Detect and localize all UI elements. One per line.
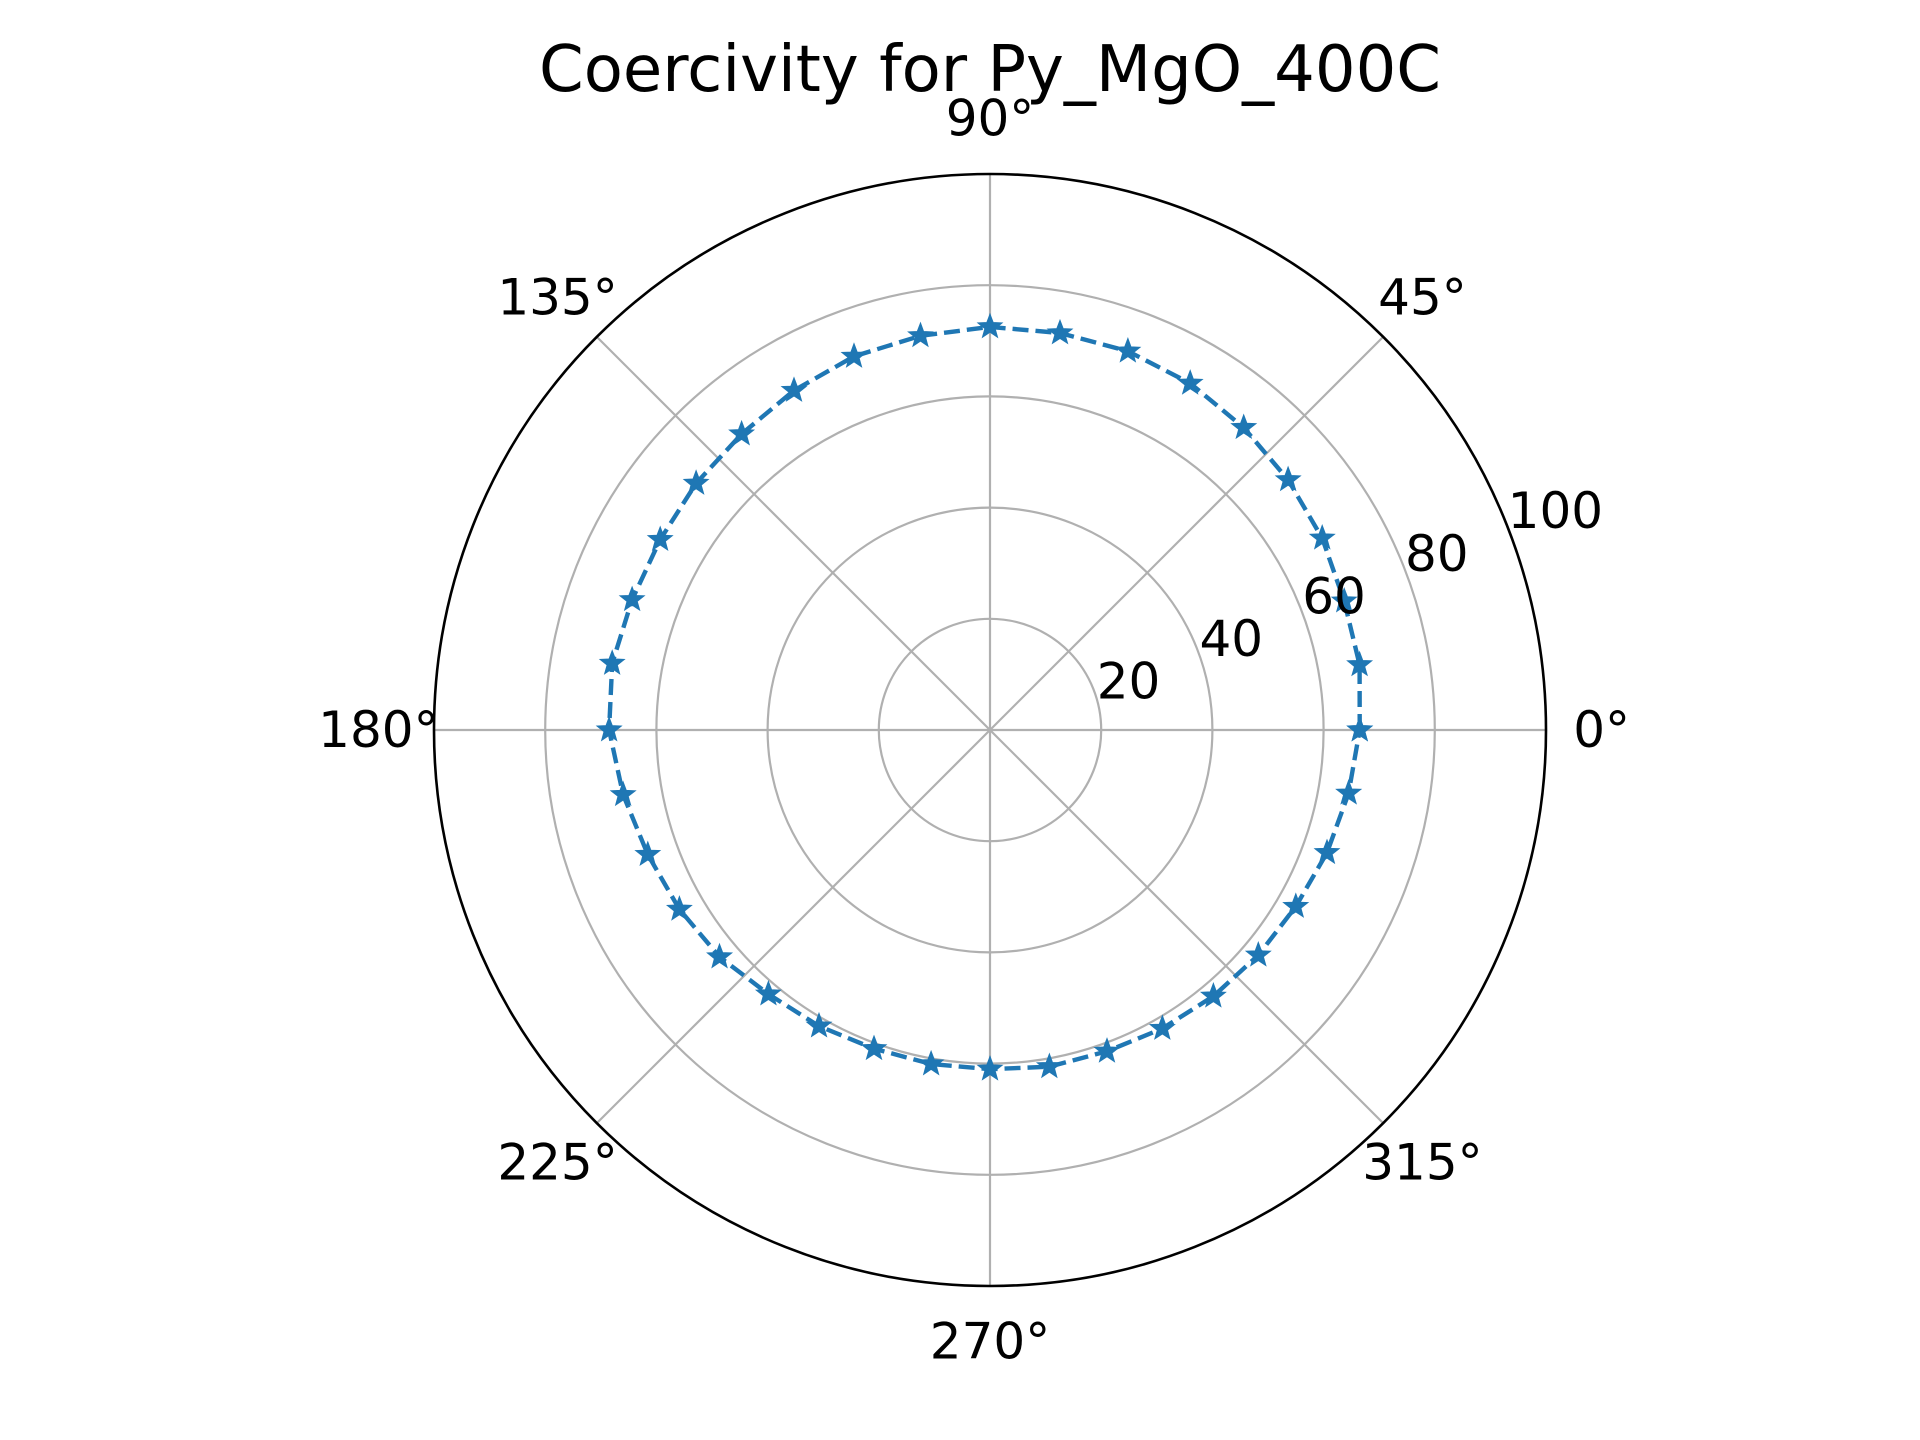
theta-tick-label: 270° [930, 1313, 1050, 1371]
angular-grid-line [596, 729, 991, 1124]
theta-tick-label: 135° [497, 269, 617, 327]
data-point [682, 469, 710, 495]
data-point [728, 419, 756, 446]
data-point [665, 895, 693, 921]
tick-labels: 0° 45° 90° 135° 180° 225° 270° 315° 20 40 60 80 100 [318, 89, 1630, 1370]
chart-title: Coercivity for Py_MgO_400C [539, 33, 1441, 107]
data-point [907, 321, 934, 348]
data-point [1330, 586, 1358, 613]
angular-grid-line [989, 729, 1384, 1124]
theta-tick-label: 315° [1362, 1133, 1482, 1191]
angular-grid-line [596, 336, 991, 731]
grid [432, 172, 1548, 1288]
r-tick-label: 100 [1508, 482, 1603, 540]
theta-tick-label: 0° [1573, 701, 1630, 759]
data-point [780, 376, 808, 402]
theta-tick-label: 45° [1378, 269, 1467, 327]
data-point [1346, 715, 1374, 742]
data-point [754, 979, 782, 1006]
data-point [1148, 1014, 1176, 1040]
data-point [840, 342, 868, 368]
data-point [976, 312, 1004, 339]
theta-tick-label: 225° [497, 1133, 617, 1191]
polar-frame [432, 172, 1548, 1288]
data-point [1093, 1037, 1121, 1063]
data-point [976, 1055, 1004, 1081]
r-tick-label: 60 [1302, 567, 1366, 625]
data-point [1199, 982, 1227, 1008]
data-point [1114, 337, 1142, 363]
theta-tick-label: 90° [946, 89, 1035, 147]
data-point [1046, 318, 1074, 345]
data-point [1313, 838, 1341, 865]
data-series [595, 312, 1374, 1081]
data-point [1335, 779, 1363, 805]
data-point [1282, 892, 1310, 918]
data-point [706, 942, 734, 969]
data-point [598, 649, 626, 675]
data-point [1230, 413, 1258, 440]
r-tick-label: 20 [1097, 652, 1161, 710]
theta-tick-label: 180° [318, 701, 438, 759]
data-point [646, 525, 674, 552]
data-point [1308, 524, 1336, 550]
data-point [860, 1034, 888, 1061]
data-point [595, 715, 623, 742]
angular-grid-line [989, 336, 1384, 731]
data-point [1035, 1052, 1063, 1079]
r-tick-label: 40 [1199, 610, 1263, 668]
data-point [634, 840, 662, 867]
r-tick-label: 80 [1405, 525, 1469, 583]
data-point [805, 1011, 833, 1038]
data-point [917, 1049, 945, 1076]
data-point [618, 585, 646, 612]
data-point [1176, 369, 1204, 395]
data-point [1244, 941, 1272, 967]
data-point [1274, 465, 1302, 492]
data-point [609, 780, 637, 807]
data-point [1346, 650, 1374, 677]
